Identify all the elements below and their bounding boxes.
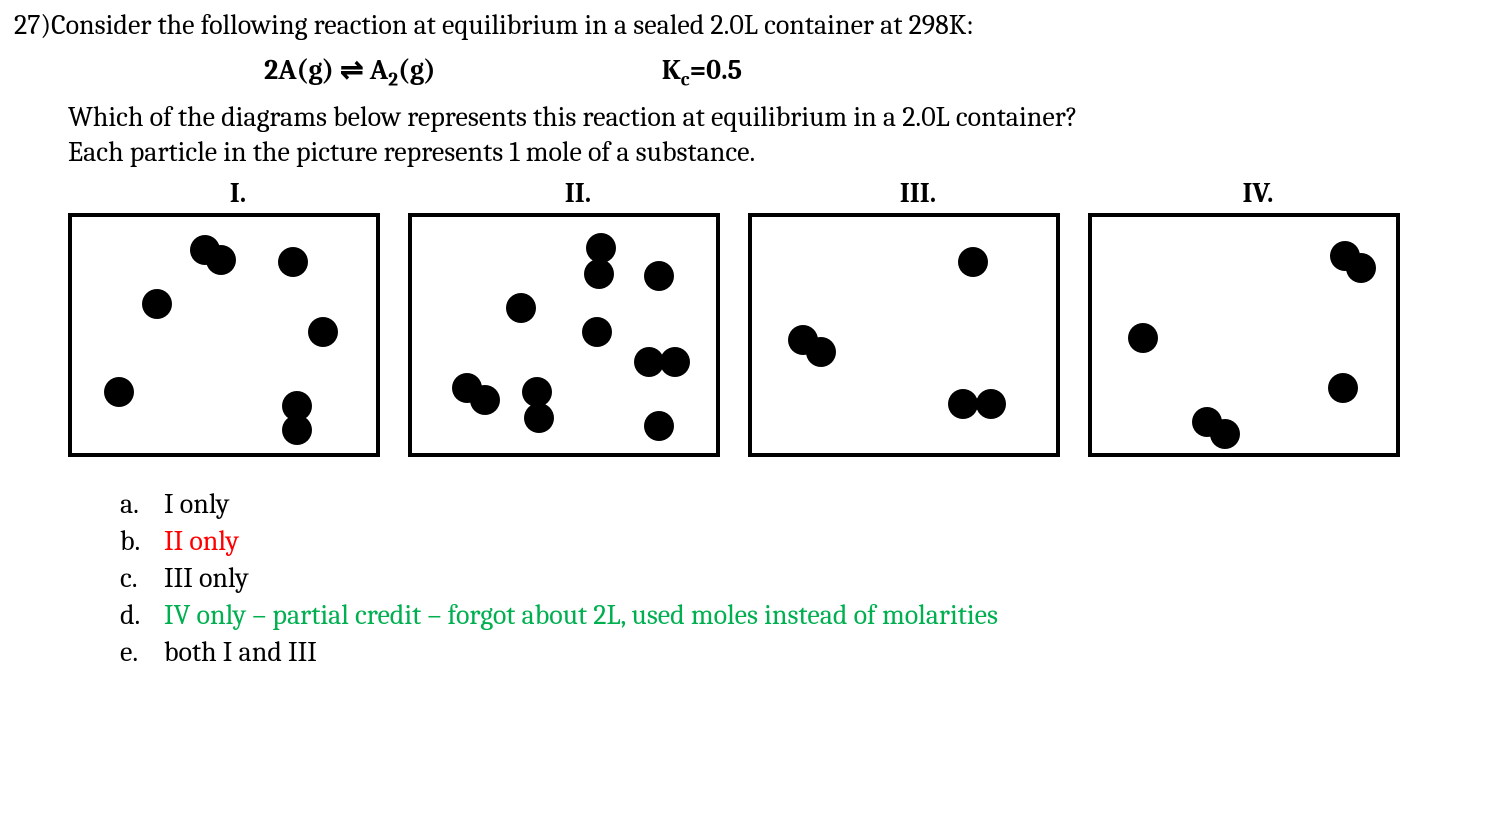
question-page: 27) Consider the following reaction at e… — [0, 0, 1486, 692]
particle-icon — [1328, 373, 1358, 403]
particle-icon — [1346, 253, 1376, 283]
subprompt-line-1: Which of the diagrams below represents t… — [68, 100, 1472, 135]
choice-e: e. both I and III — [120, 635, 1472, 670]
particle-icon — [278, 247, 308, 277]
choice-b: b. II only — [120, 524, 1472, 559]
subprompt-line-2: Each particle in the picture represents … — [68, 135, 1472, 170]
particle-icon — [206, 245, 236, 275]
particle-icon — [958, 247, 988, 277]
equilibrium-arrow-icon: ⇌ — [340, 54, 363, 86]
particle-icon — [806, 337, 836, 367]
particle-icon — [1128, 323, 1158, 353]
label-ii: II. — [408, 176, 748, 211]
question-prompt-line: 27) Consider the following reaction at e… — [14, 8, 1472, 43]
diagram-box-ii — [408, 213, 720, 457]
equation-rhs-base: A — [370, 54, 388, 86]
particle-icon — [506, 293, 536, 323]
diagram-box-i — [68, 213, 380, 457]
particle-icon — [660, 347, 690, 377]
choice-d: d. IV only – partial credit – forgot abo… — [120, 598, 1472, 633]
question-prompt-text: Consider the following reaction at equil… — [51, 8, 974, 43]
diagram-box-iii — [748, 213, 1060, 457]
choice-e-letter: e. — [120, 635, 164, 670]
choice-c-letter: c. — [120, 561, 164, 596]
answer-choices: a. I only b. II only c. III only d. IV o… — [120, 487, 1472, 670]
subprompt: Which of the diagrams below represents t… — [68, 100, 1472, 170]
particle-icon — [584, 259, 614, 289]
equation-line: 2A(g) ⇌ A2(g) Kc=0.5 — [14, 53, 1472, 88]
particle-icon — [142, 289, 172, 319]
kc-label-subscript: c — [681, 68, 690, 91]
choice-e-text: both I and III — [164, 635, 317, 670]
particle-icon — [308, 317, 338, 347]
reaction-equation: 2A(g) ⇌ A2(g) — [264, 53, 436, 88]
diagrams-row — [68, 213, 1472, 457]
kc-label-base: K — [662, 54, 681, 86]
diagram-labels-row: I. II. III. IV. — [68, 176, 1472, 211]
particle-icon — [282, 415, 312, 445]
equation-rhs-tail: (g) — [398, 54, 436, 86]
particle-icon — [582, 317, 612, 347]
equation-lhs: 2A(g) — [264, 54, 334, 86]
choice-b-letter: b. — [120, 524, 164, 559]
choice-d-letter: d. — [120, 598, 164, 633]
particle-icon — [644, 261, 674, 291]
label-iv: IV. — [1088, 176, 1428, 211]
label-iii: III. — [748, 176, 1088, 211]
particle-icon — [1210, 419, 1240, 449]
particle-icon — [948, 389, 978, 419]
question-number: 27) — [14, 8, 51, 43]
choice-d-text: IV only – partial credit – forgot about … — [164, 598, 998, 633]
choice-a-text: I only — [164, 487, 229, 522]
particle-icon — [976, 389, 1006, 419]
choice-c: c. III only — [120, 561, 1472, 596]
kc-value: =0.5 — [690, 54, 743, 86]
diagram-box-iv — [1088, 213, 1400, 457]
particle-icon — [644, 411, 674, 441]
label-i: I. — [68, 176, 408, 211]
kc-expression: Kc=0.5 — [662, 53, 742, 88]
particle-icon — [104, 377, 134, 407]
choice-c-text: III only — [164, 561, 249, 596]
particle-icon — [524, 403, 554, 433]
equation-rhs-subscript: 2 — [388, 68, 398, 91]
choice-b-text: II only — [164, 524, 239, 559]
particle-icon — [470, 385, 500, 415]
choice-a-letter: a. — [120, 487, 164, 522]
choice-a: a. I only — [120, 487, 1472, 522]
